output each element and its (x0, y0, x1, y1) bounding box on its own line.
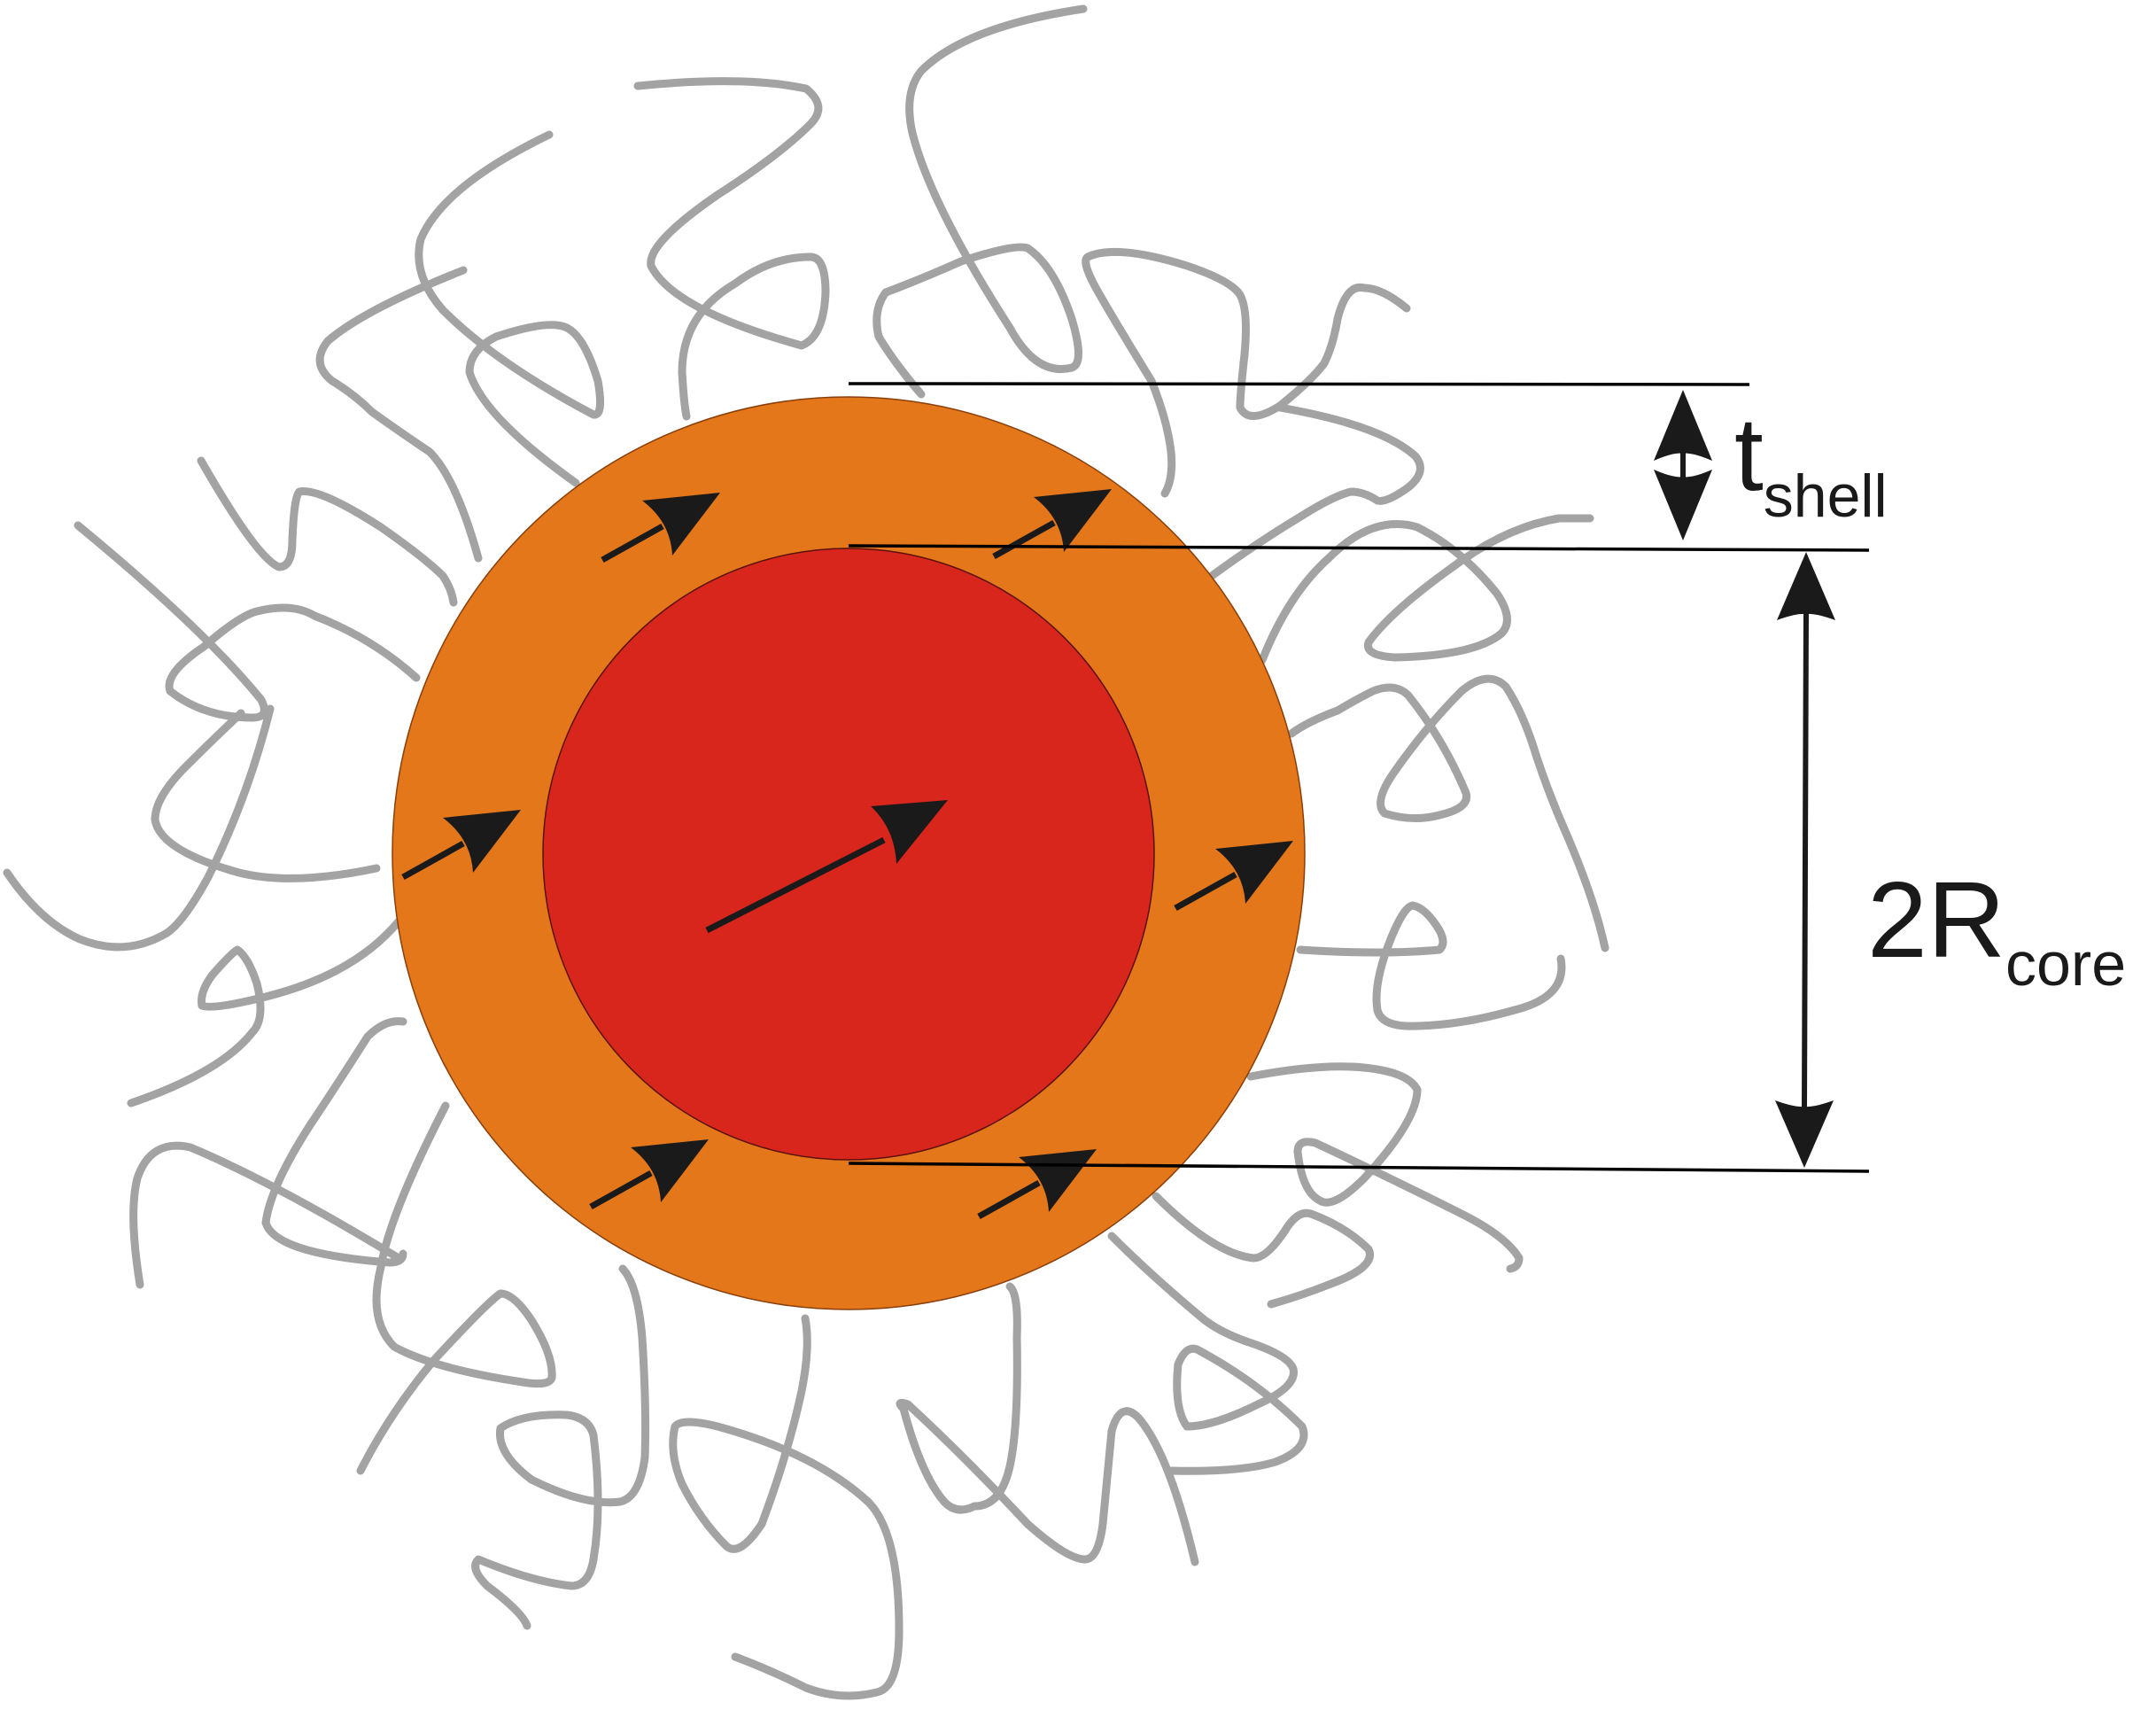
arrowhead-up (1777, 552, 1835, 620)
shell-moment-arrow (992, 489, 1112, 560)
shell-thickness-double-arrow (1654, 390, 1712, 540)
shell-moment-arrow (601, 493, 720, 563)
magnetic-moment-arrows (401, 489, 1293, 1220)
ligand-chain (471, 1264, 650, 1630)
core-moment-arrow (705, 800, 948, 934)
ligand-chain (261, 1017, 407, 1267)
shell-label-main: t (1734, 396, 1764, 513)
ligand-chain (896, 1282, 1199, 1566)
svg-text:tshell: tshell (1734, 396, 1888, 530)
ligand-chain (1207, 403, 1424, 580)
ligand-chain (197, 456, 458, 607)
shell-moment-arrow (401, 810, 521, 881)
ligand-chain (1107, 1232, 1308, 1475)
shell-moment-arrow (589, 1139, 709, 1210)
shell-moment-arrow (1174, 841, 1293, 912)
arrowhead-down (1654, 470, 1712, 540)
arrowhead-down (1775, 1100, 1834, 1168)
ligand-chain (415, 130, 605, 487)
dimension-lines (848, 382, 1870, 1173)
ligand-chain (872, 4, 1088, 399)
ligand-chain (74, 521, 421, 722)
arrowhead-up (1654, 390, 1712, 461)
svg-text:2Rcore: 2Rcore (1867, 859, 2126, 999)
core-label-main: 2R (1867, 859, 2005, 980)
ligand-chain (1296, 901, 1566, 1030)
ligand-chain (1258, 514, 1594, 664)
ligand-chain (129, 1141, 403, 1289)
core-diameter-label: 2Rcore (1867, 859, 2126, 999)
core-sphere (542, 548, 1155, 1161)
ligand-chain (3, 704, 275, 952)
shell-outer-reference-line (848, 382, 1750, 386)
core-label-subscript: core (2005, 929, 2126, 999)
core-bottom-reference-line (848, 1162, 1870, 1173)
ligand-chain (633, 77, 830, 421)
shell-thickness-label: tshell (1734, 396, 1888, 530)
polymer-ligand-chains (3, 4, 1609, 1700)
ligand-chain (1152, 1192, 1374, 1309)
ligand-chain (127, 917, 403, 1107)
ligand-chain (1287, 674, 1609, 952)
ligand-chain (1246, 1062, 1524, 1273)
core-diameter-double-arrow (1775, 552, 1835, 1168)
ligand-chain (151, 709, 381, 882)
ligand-chain (315, 266, 483, 563)
ligand-chain (356, 1101, 556, 1475)
core-top-reference-line (848, 544, 1870, 552)
shell-label-subscript: shell (1764, 462, 1888, 530)
ligand-chain (669, 1314, 904, 1700)
ligand-chain (1082, 247, 1411, 498)
core-moment-arrowhead (871, 800, 948, 864)
